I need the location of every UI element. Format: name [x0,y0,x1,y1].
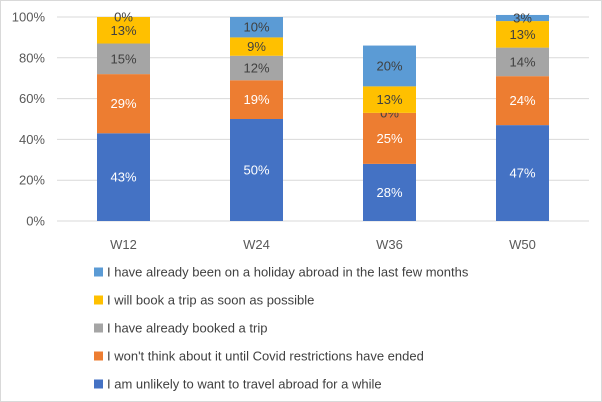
y-tick-label: 60% [19,91,45,106]
y-tick-label: 0% [26,214,45,229]
legend-swatch [94,323,103,333]
legend-swatch [94,379,103,389]
legend-entry: I am unlikely to want to travel abroad f… [107,377,382,392]
x-tick-label: W24 [243,237,270,252]
data-label: 19% [243,92,269,107]
legend-swatch [94,267,103,277]
bar-segment [97,17,150,44]
bar-segment [496,14,549,22]
bar-segment [363,45,416,87]
bar-segment [496,125,549,221]
legend-swatch [94,295,103,305]
data-label: 13% [509,27,535,42]
bar-segment [496,47,549,77]
y-tick-label: 80% [19,50,45,65]
legend-swatch [94,351,103,361]
data-label: 47% [509,166,535,181]
bar-segment [230,55,283,81]
x-tick-label: W50 [509,237,536,252]
x-tick-label: W12 [110,237,137,252]
data-label: 14% [509,54,535,69]
legend-entry: I have already been on a holiday abroad … [107,265,469,280]
legend-entry: I have already booked a trip [107,321,267,336]
bar-segment [230,37,283,56]
y-tick-label: 100% [12,10,46,25]
legend-entry: I won't think about it until Covid restr… [107,349,424,364]
bar-segment [496,21,549,48]
bar-segment [97,133,150,221]
data-label: 9% [247,39,266,54]
bar-segment [496,76,549,126]
x-tick-label: W36 [376,237,403,252]
data-label: 20% [376,58,402,73]
data-label: 50% [243,163,269,178]
legend-entry: I will book a trip as soon as possible [107,293,314,308]
data-label: 28% [376,185,402,200]
data-label: 24% [509,93,535,108]
bar-segment [230,80,283,119]
data-label: 15% [110,51,136,66]
bar-segment [363,112,416,164]
data-label: 29% [110,96,136,111]
bar-segment [363,86,416,113]
data-label: 13% [110,23,136,38]
data-label: 10% [243,20,269,35]
bar-segment [97,43,150,75]
y-tick-label: 20% [19,173,45,188]
data-label: 12% [243,61,269,76]
data-label: 0% [114,10,133,25]
bar-segment [97,74,150,134]
data-label: 13% [376,92,402,107]
data-label: 25% [376,131,402,146]
y-tick-label: 40% [19,132,45,147]
bar-segment [230,17,283,38]
bar-segment [363,163,416,221]
data-label: 3% [513,11,532,26]
bar-segment [230,119,283,221]
data-label: 43% [110,170,136,185]
